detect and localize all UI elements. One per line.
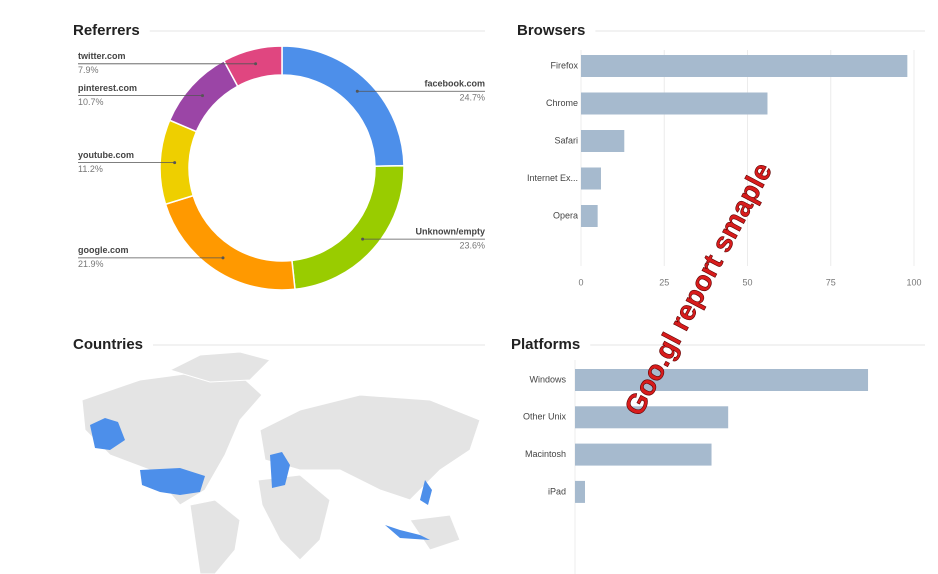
- slice-label: youtube.com: [78, 150, 134, 160]
- leader-dot: [361, 237, 365, 241]
- donut-slice: [291, 164, 405, 291]
- bar: [581, 205, 598, 227]
- y-tick-label: Other Unix: [523, 412, 567, 422]
- panel-title: Browsers: [517, 22, 585, 39]
- slice-label: twitter.com: [78, 51, 126, 61]
- leader-dot: [254, 62, 258, 66]
- y-tick-label: Macintosh: [525, 449, 566, 459]
- bar: [575, 369, 869, 391]
- bar: [575, 480, 585, 503]
- slice-value: 24.7%: [459, 93, 485, 103]
- bar: [575, 443, 712, 466]
- bar: [581, 130, 625, 152]
- panel-title: Platforms: [511, 336, 580, 353]
- slice-value: 11.2%: [78, 164, 103, 174]
- x-tick-label: 0: [578, 277, 583, 287]
- x-tick-label: 75: [826, 277, 836, 287]
- leader-dot: [221, 256, 225, 260]
- world-map: [81, 351, 481, 574]
- y-tick-label: Safari: [554, 135, 578, 145]
- slice-label: google.com: [78, 245, 129, 255]
- slice-value: 10.7%: [78, 97, 104, 107]
- slice-value: 21.9%: [78, 259, 104, 269]
- leader-dot: [355, 89, 359, 93]
- panel-title: Countries: [73, 336, 143, 353]
- y-tick-label: Chrome: [546, 98, 578, 108]
- leader-dot: [173, 161, 177, 165]
- leader-dot: [200, 94, 204, 98]
- panel-title: Referrers: [73, 22, 140, 39]
- donut-slice: [164, 194, 296, 291]
- y-tick-label: Firefox: [550, 60, 578, 70]
- x-tick-label: 100: [906, 277, 921, 287]
- donut-slice: [281, 45, 405, 168]
- y-tick-label: Opera: [553, 210, 578, 220]
- y-tick-label: Internet Ex...: [527, 173, 578, 183]
- donut-slice: [222, 45, 283, 88]
- slice-label: pinterest.com: [78, 83, 137, 93]
- bar: [581, 92, 768, 115]
- slice-label: Unknown/empty: [415, 226, 485, 236]
- x-tick-label: 25: [659, 277, 669, 287]
- y-tick-label: Windows: [529, 374, 566, 384]
- bar: [581, 55, 908, 77]
- x-tick-label: 50: [742, 277, 752, 287]
- bar: [581, 167, 601, 190]
- y-tick-label: iPad: [548, 486, 566, 496]
- slice-label: facebook.com: [424, 79, 485, 89]
- slice-value: 23.6%: [459, 240, 485, 250]
- bar: [575, 406, 729, 429]
- slice-value: 7.9%: [78, 65, 99, 75]
